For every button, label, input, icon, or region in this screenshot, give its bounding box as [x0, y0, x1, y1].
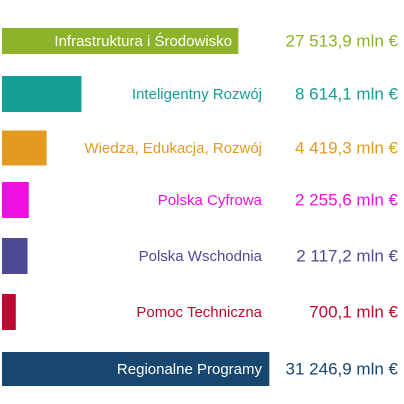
- category-label: Inteligentny Rozwój: [132, 86, 262, 103]
- category-label: Infrastruktura i Środowisko: [54, 32, 232, 50]
- value-label: 27 513,9 mln €: [286, 31, 399, 50]
- value-label: 4 419,3 mln €: [295, 138, 399, 157]
- value-label: 700,1 mln €: [309, 302, 398, 321]
- bar: [2, 28, 239, 54]
- category-label: Regionalne Programy: [117, 361, 263, 378]
- category-label: Polska Wschodnia: [139, 248, 263, 265]
- category-label: Wiedza, Edukacja, Rozwój: [84, 140, 262, 157]
- bar: [2, 76, 82, 112]
- bar: [2, 352, 270, 386]
- value-label: 31 246,9 mln €: [286, 359, 399, 378]
- bar: [2, 238, 28, 274]
- bar: [2, 130, 47, 166]
- value-label: 8 614,1 mln €: [295, 84, 399, 103]
- value-label: 2 255,6 mln €: [295, 190, 399, 209]
- bar: [2, 294, 16, 330]
- category-label: Polska Cyfrowa: [158, 192, 263, 209]
- category-label: Pomoc Techniczna: [136, 304, 262, 321]
- bar: [2, 182, 29, 218]
- value-label: 2 117,2 mln €: [296, 246, 398, 265]
